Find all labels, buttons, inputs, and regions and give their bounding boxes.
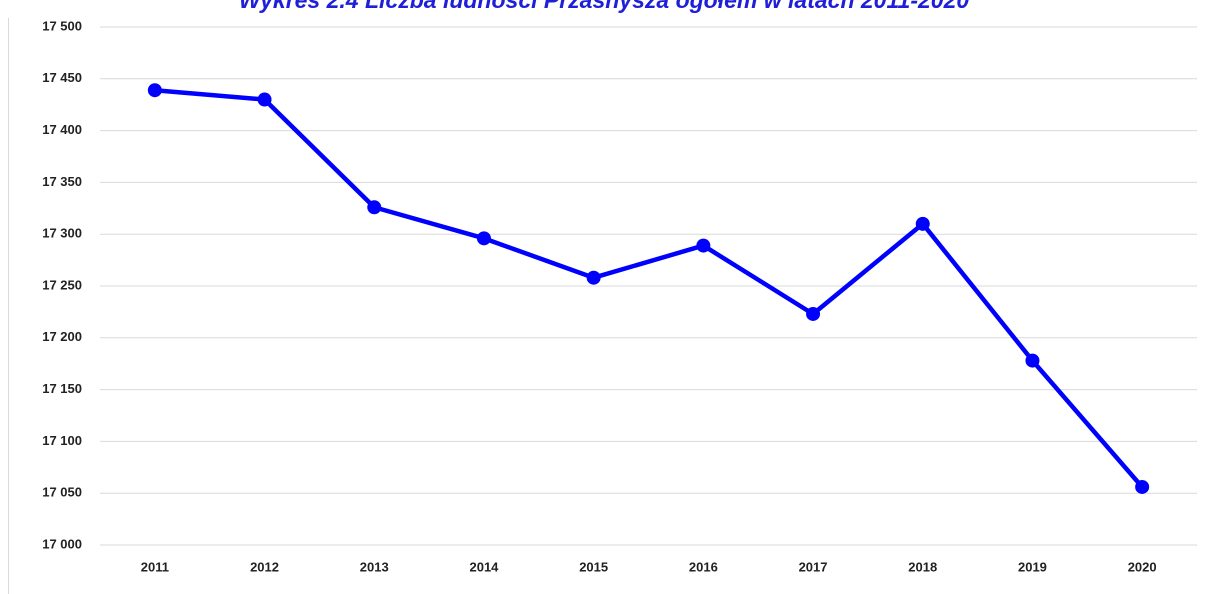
y-tick-label: 17 100 — [42, 433, 82, 448]
x-tick-label: 2014 — [469, 559, 499, 574]
x-tick-label: 2011 — [141, 559, 169, 574]
x-tick-label: 2012 — [250, 559, 279, 574]
x-tick-label: 2020 — [1128, 559, 1157, 574]
marker — [1135, 479, 1150, 494]
x-tick-label: 2019 — [1018, 559, 1047, 574]
x-tick-label: 2017 — [799, 559, 828, 574]
marker — [257, 92, 272, 107]
chart-title: Wykres 2.4 Liczba ludności Przasnysza og… — [239, 0, 970, 13]
x-tick-label: 2016 — [689, 559, 718, 574]
y-tick-label: 17 500 — [42, 18, 82, 33]
x-tick-label: 2013 — [360, 559, 389, 574]
y-tick-label: 17 050 — [42, 485, 82, 500]
marker — [147, 83, 162, 98]
x-tick-label: 2018 — [908, 559, 937, 574]
marker — [915, 216, 930, 231]
marker — [586, 270, 601, 285]
line — [154, 87, 1144, 489]
y-tick-label: 17 400 — [42, 122, 82, 137]
y-tick-label: 17 450 — [42, 70, 82, 85]
marker — [806, 306, 821, 321]
y-tick-label: 17 150 — [42, 381, 82, 396]
marker — [367, 200, 382, 215]
y-tick-label: 17 200 — [42, 329, 82, 344]
y-tick-label: 17 250 — [42, 277, 82, 292]
marker — [476, 231, 491, 246]
y-tick-label: 17 300 — [42, 226, 82, 241]
y-tick-label: 17 000 — [42, 536, 82, 551]
marker — [1025, 353, 1040, 368]
y-tick-label: 17 350 — [42, 174, 82, 189]
x-tick-label: 2015 — [579, 559, 608, 574]
marker — [696, 238, 711, 253]
